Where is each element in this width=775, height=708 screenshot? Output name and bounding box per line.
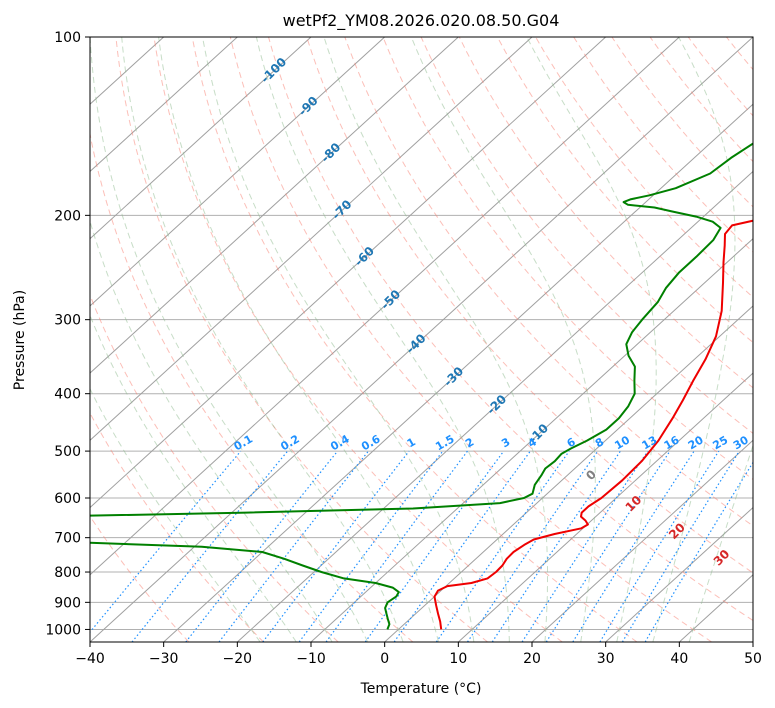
y-tick-label: 200 [54, 208, 81, 224]
moist-adiabat-line [90, 387, 261, 642]
mixing-ratio-line [364, 450, 505, 642]
y-tick-label: 100 [54, 30, 81, 46]
dry-adiabat-line [90, 131, 414, 642]
x-tick-label: 10 [449, 651, 467, 667]
y-tick-label: 700 [54, 531, 81, 547]
x-axis-title: Temperature (°C) [360, 681, 482, 697]
mixing-ratio-label: 36 [752, 433, 772, 452]
x-tick-label: −40 [75, 651, 105, 667]
moist-adiabat-line [202, 37, 475, 642]
dry-adiabat-line [306, 37, 753, 574]
x-tick-label: 40 [670, 651, 688, 667]
isotherm-line [605, 506, 753, 642]
dry-adiabat-line [229, 37, 712, 642]
dry-adiabat-line [420, 37, 753, 434]
moist-adiabat-line [323, 37, 548, 642]
y-tick-label: 600 [54, 491, 81, 507]
dry-adiabat-line [90, 293, 339, 642]
moist-adiabat-line [90, 314, 297, 642]
moist-adiabat-label: 40 [756, 572, 775, 594]
dry-adiabat-line [496, 37, 753, 344]
y-tick-label: 1000 [45, 622, 81, 638]
temperature-line [433, 219, 753, 630]
dry-adiabat-line [382, 37, 753, 481]
isotherm-line [90, 37, 459, 374]
dry-adiabat-line [90, 412, 264, 642]
sounding-profiles [90, 142, 753, 630]
dry-adiabat-line [153, 37, 563, 642]
mixing-ratio-line [466, 450, 599, 642]
chart-title: wetPf2_YM08.2026.020.08.50.G04 [283, 11, 560, 31]
moist-adiabat-line [158, 37, 439, 642]
mixing-ratio-line [218, 450, 369, 642]
moist-adiabat-line [121, 37, 404, 642]
plot-frame [89, 36, 754, 643]
isotherm-line [90, 37, 533, 442]
dry-adiabat-line [268, 37, 753, 622]
moist-adiabat-line [255, 37, 510, 642]
dry-adiabat-line [191, 37, 638, 642]
mixing-ratio-line [572, 450, 695, 642]
isotherm-line [163, 103, 753, 642]
dry-adiabat-line [458, 37, 753, 389]
x-tick-label: 0 [380, 651, 389, 667]
isotherm-line [90, 37, 680, 576]
isotherm-line [90, 37, 312, 240]
dry-adiabat-line [115, 37, 488, 642]
isotherm-line [384, 305, 753, 642]
isotherm-line [752, 641, 753, 642]
dewpoint-line [90, 142, 753, 630]
mixing-ratio-line [90, 450, 242, 633]
mixing-ratio-line [185, 450, 339, 642]
dry-adiabat-line [344, 37, 753, 527]
y-tick-label: 900 [54, 595, 81, 611]
x-tick-label: 30 [597, 651, 615, 667]
x-tick-label: 20 [523, 651, 541, 667]
mixing-ratio-line [644, 461, 753, 642]
isotherm-line [531, 439, 753, 642]
y-tick-label: 500 [54, 444, 81, 460]
moist-adiabat-line [652, 37, 736, 642]
mixing-ratio-line [393, 450, 531, 642]
isotherm-line [457, 372, 753, 642]
mixing-ratio-line [262, 450, 410, 642]
y-tick-label: 300 [54, 313, 81, 329]
mixing-ratio-line [599, 450, 720, 642]
dry-adiabat-line [765, 37, 775, 642]
moist-adiabat-line [90, 219, 333, 642]
mixing-ratio-line [131, 450, 289, 642]
isotherm-line [310, 237, 753, 642]
mixing-ratio-line [621, 450, 740, 642]
x-tick-label: −20 [223, 651, 253, 667]
background-lines [90, 37, 775, 642]
moist-adiabat-line [410, 37, 596, 642]
isotherm-line [90, 37, 238, 173]
mixing-ratio-line [545, 450, 671, 642]
axes: −40 −30 −20 −10 0 10 20 30 40 50 100 200 300 400 500 60… [45, 30, 762, 667]
moist-adiabat-line [688, 443, 753, 642]
x-tick-label: 50 [744, 651, 762, 667]
y-tick-label: 800 [54, 565, 81, 581]
moist-adiabat-line [90, 37, 369, 642]
isotherm-line [90, 37, 386, 307]
isotherm-line [90, 37, 753, 642]
isotherm-line [236, 170, 753, 642]
x-tick-label: −30 [149, 651, 179, 667]
isotherm-line [90, 37, 607, 509]
y-axis-title: Pressure (hPa) [12, 290, 28, 390]
x-tick-label: −10 [296, 651, 326, 667]
dry-adiabat-line [649, 37, 753, 163]
y-tick-label: 400 [54, 387, 81, 403]
dry-adiabat-line [573, 37, 753, 253]
